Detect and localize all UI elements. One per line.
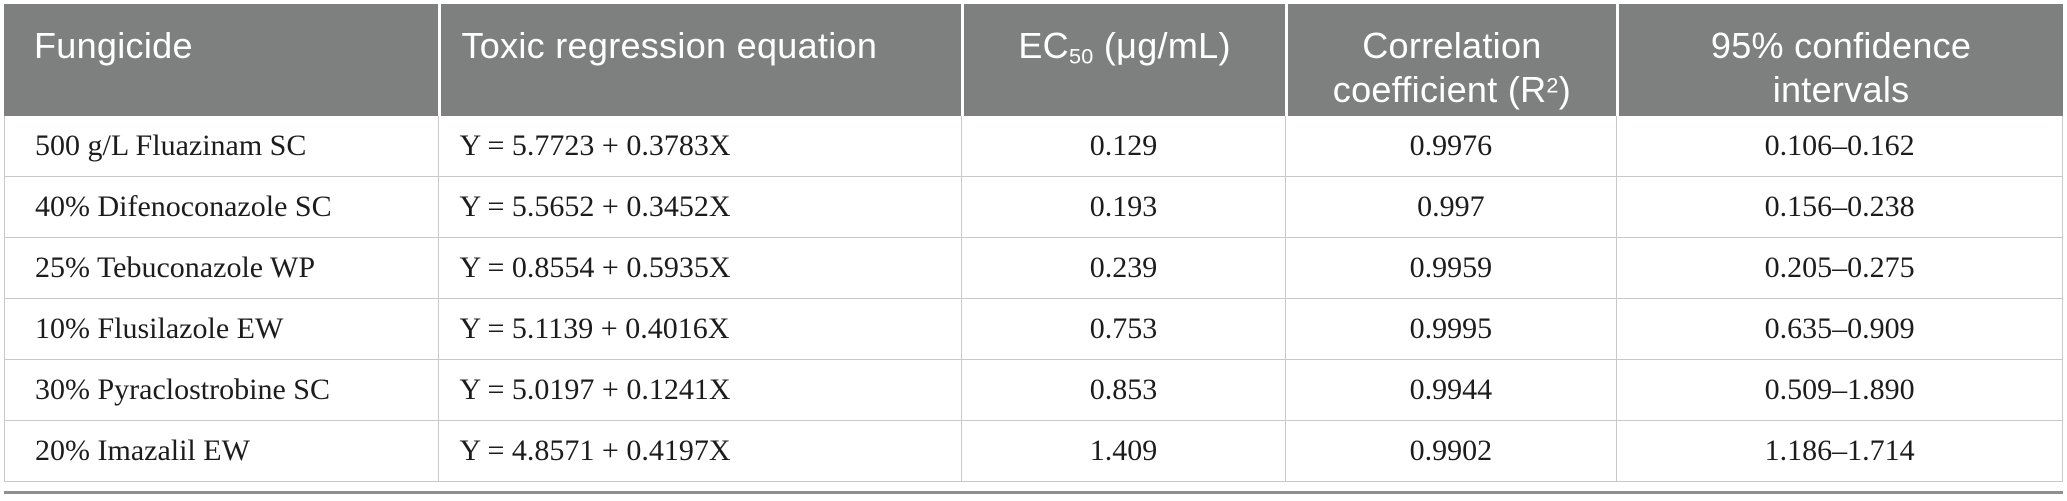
table-row: 25% Tebuconazole WP Y = 0.8554 + 0.5935X… <box>4 238 2063 299</box>
confidence-interval-cell: 0.509–1.890 <box>1616 360 2063 421</box>
regression-equation-cell: Y = 5.0197 + 0.1241X <box>438 360 962 421</box>
ec50-label-prefix: EC <box>1018 25 1069 66</box>
ec50-value-cell: 0.853 <box>961 360 1285 421</box>
fungicide-name-cell: 500 g/L Fluazinam SC <box>4 116 439 177</box>
ec50-value-cell: 1.409 <box>961 421 1285 482</box>
table-row: 20% Imazalil EW Y = 4.8571 + 0.4197X 1.4… <box>4 421 2063 482</box>
regression-equation-cell: Y = 4.8571 + 0.4197X <box>438 421 962 482</box>
r2-value-cell: 0.997 <box>1284 177 1617 238</box>
r2-value-cell: 0.9902 <box>1284 421 1617 482</box>
regression-equation-cell: Y = 5.7723 + 0.3783X <box>438 116 962 177</box>
r2-value-cell: 0.9976 <box>1284 116 1617 177</box>
fungicide-name-cell: 40% Difenoconazole SC <box>4 177 439 238</box>
fungicide-name-cell: 30% Pyraclostrobine SC <box>4 360 439 421</box>
regression-equation-cell: Y = 5.1139 + 0.4016X <box>438 299 962 360</box>
table-row: 40% Difenoconazole SC Y = 5.5652 + 0.345… <box>4 177 2063 238</box>
col-header-equation: Toxic regression equation <box>438 4 962 116</box>
ci-label-line1: 95% confidence <box>1710 25 1972 66</box>
confidence-interval-cell: 0.106–0.162 <box>1616 116 2063 177</box>
correlation-label-line1: Correlation <box>1362 25 1542 66</box>
table-row: 30% Pyraclostrobine SC Y = 5.0197 + 0.12… <box>4 360 2063 421</box>
r2-value-cell: 0.9944 <box>1284 360 1617 421</box>
r-squared-superscript: 2 <box>1546 72 1559 98</box>
correlation-label-close-paren: ) <box>1558 69 1572 110</box>
correlation-label-line2: coefficient (R <box>1332 69 1547 110</box>
ec50-value-cell: 0.193 <box>961 177 1285 238</box>
confidence-interval-cell: 0.156–0.238 <box>1616 177 2063 238</box>
header-row: Fungicide Toxic regression equation EC50… <box>4 4 2063 116</box>
ci-label-line2: intervals <box>1772 69 1910 110</box>
confidence-interval-cell: 0.205–0.275 <box>1616 238 2063 299</box>
table-row: 10% Flusilazole EW Y = 5.1139 + 0.4016X … <box>4 299 2063 360</box>
r2-value-cell: 0.9959 <box>1284 238 1617 299</box>
r2-value-cell: 0.9995 <box>1284 299 1617 360</box>
col-header-fungicide: Fungicide <box>4 4 439 116</box>
fungicide-name-cell: 10% Flusilazole EW <box>4 299 439 360</box>
ec50-label-subscript: 50 <box>1068 43 1094 69</box>
regression-equation-cell: Y = 5.5652 + 0.3452X <box>438 177 962 238</box>
confidence-interval-cell: 1.186–1.714 <box>1616 421 2063 482</box>
col-header-confidence-intervals: 95% confidence intervals <box>1616 4 2063 116</box>
table-bottom-rule <box>4 491 2063 494</box>
regression-equation-cell: Y = 0.8554 + 0.5935X <box>438 238 962 299</box>
ec50-value-cell: 0.239 <box>961 238 1285 299</box>
col-header-correlation: Correlation coefficient (R2) <box>1284 4 1617 116</box>
table-row: 500 g/L Fluazinam SC Y = 5.7723 + 0.3783… <box>4 116 2063 177</box>
confidence-interval-cell: 0.635–0.909 <box>1616 299 2063 360</box>
fungicide-name-cell: 20% Imazalil EW <box>4 421 439 482</box>
ec50-label-units: (μg/mL) <box>1093 25 1231 66</box>
fungicide-toxicity-table: Fungicide Toxic regression equation EC50… <box>4 4 2063 482</box>
ec50-value-cell: 0.753 <box>961 299 1285 360</box>
ec50-value-cell: 0.129 <box>961 116 1285 177</box>
fungicide-name-cell: 25% Tebuconazole WP <box>4 238 439 299</box>
col-header-ec50: EC50 (μg/mL) <box>961 4 1285 116</box>
